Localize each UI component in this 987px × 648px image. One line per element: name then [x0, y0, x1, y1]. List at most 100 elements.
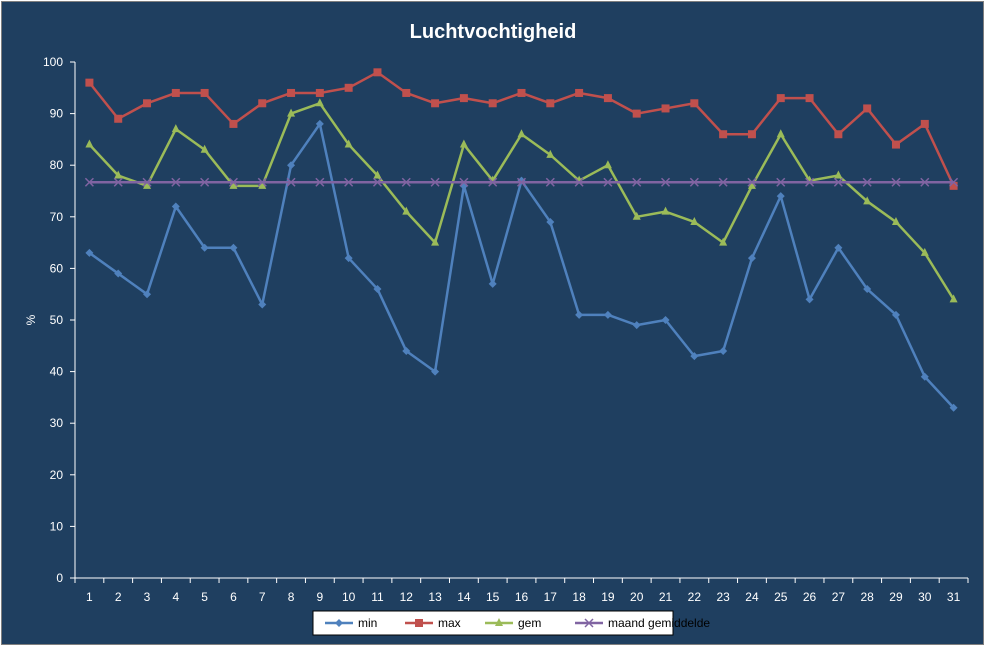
data-point-maand-gemiddelde-stroke — [545, 177, 555, 187]
x-tick-label: 26 — [803, 590, 817, 604]
data-point-max — [632, 109, 641, 118]
data-point-maand-gemiddelde — [516, 177, 527, 187]
x-tick-label: 21 — [659, 590, 673, 604]
data-point-max — [229, 119, 238, 128]
data-point-min — [747, 254, 756, 263]
data-point-maand-gemiddelde-stroke — [228, 177, 238, 187]
data-point-maand-gemiddelde — [286, 177, 296, 187]
x-tick-label: 28 — [860, 590, 874, 604]
data-point-gem — [517, 129, 526, 138]
data-point-maand-gemiddelde — [488, 177, 498, 187]
data-point-max — [747, 130, 756, 139]
x-tick-label: 3 — [144, 590, 151, 604]
x-tick-label: 7 — [259, 590, 266, 604]
x-tick-label: 4 — [172, 590, 179, 604]
data-point-max — [891, 140, 900, 149]
data-point-maand-gemiddelde-stroke — [459, 177, 469, 187]
data-point-maand-gemiddelde-stroke — [84, 177, 94, 187]
data-point-maand-gemiddelde-stroke — [142, 177, 152, 187]
data-point-maand-gemiddelde-stroke — [488, 177, 498, 187]
data-point-max — [719, 130, 728, 139]
data-point-maand-gemiddelde-stroke — [286, 177, 296, 187]
data-point-max — [402, 88, 411, 97]
data-point-max — [287, 88, 296, 97]
data-point-max — [431, 99, 440, 108]
x-tick-label: 16 — [515, 590, 529, 604]
legend-label-maand-gemiddelde: maand gemiddelde — [608, 616, 710, 630]
data-point-maand-gemiddelde-stroke — [661, 177, 671, 187]
x-tick-label: 2 — [115, 590, 122, 604]
data-point-max — [315, 88, 324, 97]
data-point-gem — [834, 170, 843, 179]
data-point-maand-gemiddelde — [632, 177, 642, 187]
x-tick-label: 12 — [400, 590, 414, 604]
y-tick-label: 40 — [50, 365, 64, 379]
data-point-max — [517, 88, 526, 97]
y-tick-label: 60 — [50, 261, 64, 275]
data-point-min — [719, 346, 728, 355]
data-point-maand-gemiddelde-stroke — [200, 177, 210, 187]
data-point-gem — [315, 98, 324, 107]
x-tick-label: 24 — [745, 590, 759, 604]
x-tick-label: 14 — [457, 590, 471, 604]
x-tick-label: 5 — [201, 590, 208, 604]
data-point-min — [891, 310, 900, 319]
data-point-maand-gemiddelde-stroke — [747, 177, 757, 187]
data-point-maand-gemiddelde-stroke — [718, 177, 728, 187]
data-point-gem — [114, 170, 123, 179]
x-tick-label: 10 — [342, 590, 356, 604]
x-tick-label: 30 — [918, 590, 932, 604]
data-point-maand-gemiddelde — [603, 177, 613, 187]
data-point-gem — [891, 216, 900, 225]
data-point-max — [459, 94, 468, 103]
x-tick-label: 27 — [832, 590, 846, 604]
data-point-max — [863, 104, 872, 113]
legend-label-gem: gem — [518, 616, 541, 630]
x-tick-label: 6 — [230, 590, 237, 604]
data-point-maand-gemiddelde — [372, 177, 382, 187]
data-point-maand-gemiddelde-stroke — [949, 177, 959, 187]
data-point-maand-gemiddelde — [833, 177, 843, 187]
data-point-max — [776, 94, 785, 103]
data-point-min — [776, 192, 785, 201]
data-point-min — [920, 372, 929, 381]
data-point-gem — [287, 108, 296, 117]
y-tick-label: 70 — [50, 210, 64, 224]
x-tick-label: 19 — [601, 590, 615, 604]
data-point-gem — [546, 149, 555, 158]
data-point-gem — [920, 247, 929, 256]
data-point-max — [690, 99, 699, 108]
y-tick-label: 80 — [50, 158, 64, 172]
y-tick-label: 30 — [50, 416, 64, 430]
x-tick-label: 22 — [688, 590, 702, 604]
data-point-min — [143, 290, 152, 299]
data-point-min — [488, 279, 497, 288]
data-point-gem — [402, 206, 411, 215]
data-point-maand-gemiddelde — [776, 177, 786, 187]
data-point-maand-gemiddelde — [315, 177, 325, 187]
data-point-max — [373, 68, 382, 77]
data-point-gem — [690, 216, 699, 225]
x-tick-label: 18 — [572, 590, 586, 604]
data-point-maand-gemiddelde — [805, 177, 815, 187]
data-point-gem — [863, 196, 872, 205]
data-point-maand-gemiddelde — [689, 177, 699, 187]
data-point-max — [805, 94, 814, 103]
legend-label-max: max — [438, 616, 461, 630]
data-point-min — [603, 310, 612, 319]
data-point-min — [863, 285, 872, 294]
data-point-max — [258, 99, 267, 108]
legend-marker-max — [415, 619, 423, 627]
data-point-gem — [747, 180, 756, 189]
data-point-min — [114, 269, 123, 278]
data-point-min — [402, 346, 411, 355]
data-point-gem — [603, 160, 612, 169]
x-tick-label: 1 — [86, 590, 93, 604]
data-point-gem — [344, 139, 353, 148]
legend-marker-min — [335, 619, 343, 627]
data-point-min — [373, 285, 382, 294]
data-point-min — [258, 300, 267, 309]
data-point-min — [200, 243, 209, 252]
data-point-gem — [719, 237, 728, 246]
